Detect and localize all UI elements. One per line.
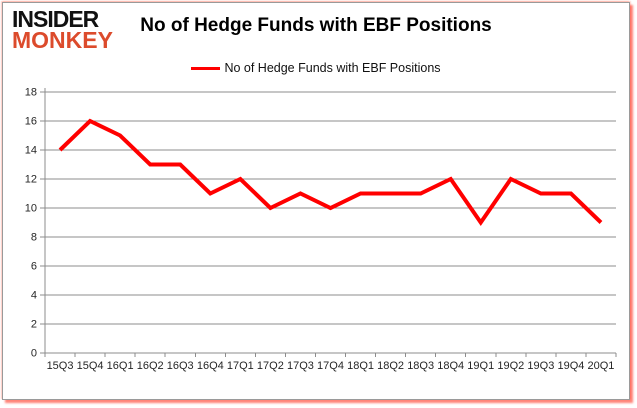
y-tick-label: 6 [31,261,37,273]
x-tick-label: 17Q3 [287,360,314,372]
logo-line-monkey: MONKEY [12,27,113,54]
x-tick-label: 17Q2 [257,360,284,372]
series-line-hedge-funds [58,118,603,227]
x-tick-label: 19Q1 [467,360,494,372]
y-tick-label: 4 [31,290,37,302]
x-tick-label: 20Q1 [588,360,615,372]
logo-line-insider: INSIDER [12,6,99,32]
x-tick-label: 18Q2 [377,360,404,372]
y-tick-label: 2 [31,319,37,331]
x-tick-label: 17Q1 [227,360,254,372]
x-tick-label: 17Q4 [317,360,344,372]
y-tick-label: 18 [25,87,37,99]
x-tick-label: 19Q3 [527,360,554,372]
chart-frame: INSIDER MONKEY No of Hedge Funds with EB… [2,2,630,400]
chart-legend: No of Hedge Funds with EBF Positions [3,61,629,75]
x-tick-label: 16Q2 [137,360,164,372]
y-tick-label: 12 [25,174,37,186]
x-tick-label: 16Q3 [167,360,194,372]
y-tick-label: 8 [31,232,37,244]
insider-monkey-logo: INSIDER MONKEY [12,6,113,54]
legend-series-label: No of Hedge Funds with EBF Positions [224,61,441,75]
chart-title: No of Hedge Funds with EBF Positions [140,15,492,36]
x-tick-label: 15Q3 [47,360,74,372]
y-tick-label: 0 [31,348,37,360]
x-tick-label: 19Q4 [557,360,584,372]
x-tick-label: 18Q4 [437,360,464,372]
x-tick-label: 16Q1 [107,360,134,372]
x-tick-label: 15Q4 [77,360,104,372]
y-tick-label: 14 [25,145,37,157]
y-tick-label: 16 [25,116,37,128]
y-tick-label: 10 [25,203,37,215]
x-tick-label: 18Q1 [347,360,374,372]
legend-line-swatch [191,66,221,70]
x-tick-label: 18Q3 [407,360,434,372]
x-tick-label: 16Q4 [197,360,224,372]
x-tick-label: 19Q2 [497,360,524,372]
